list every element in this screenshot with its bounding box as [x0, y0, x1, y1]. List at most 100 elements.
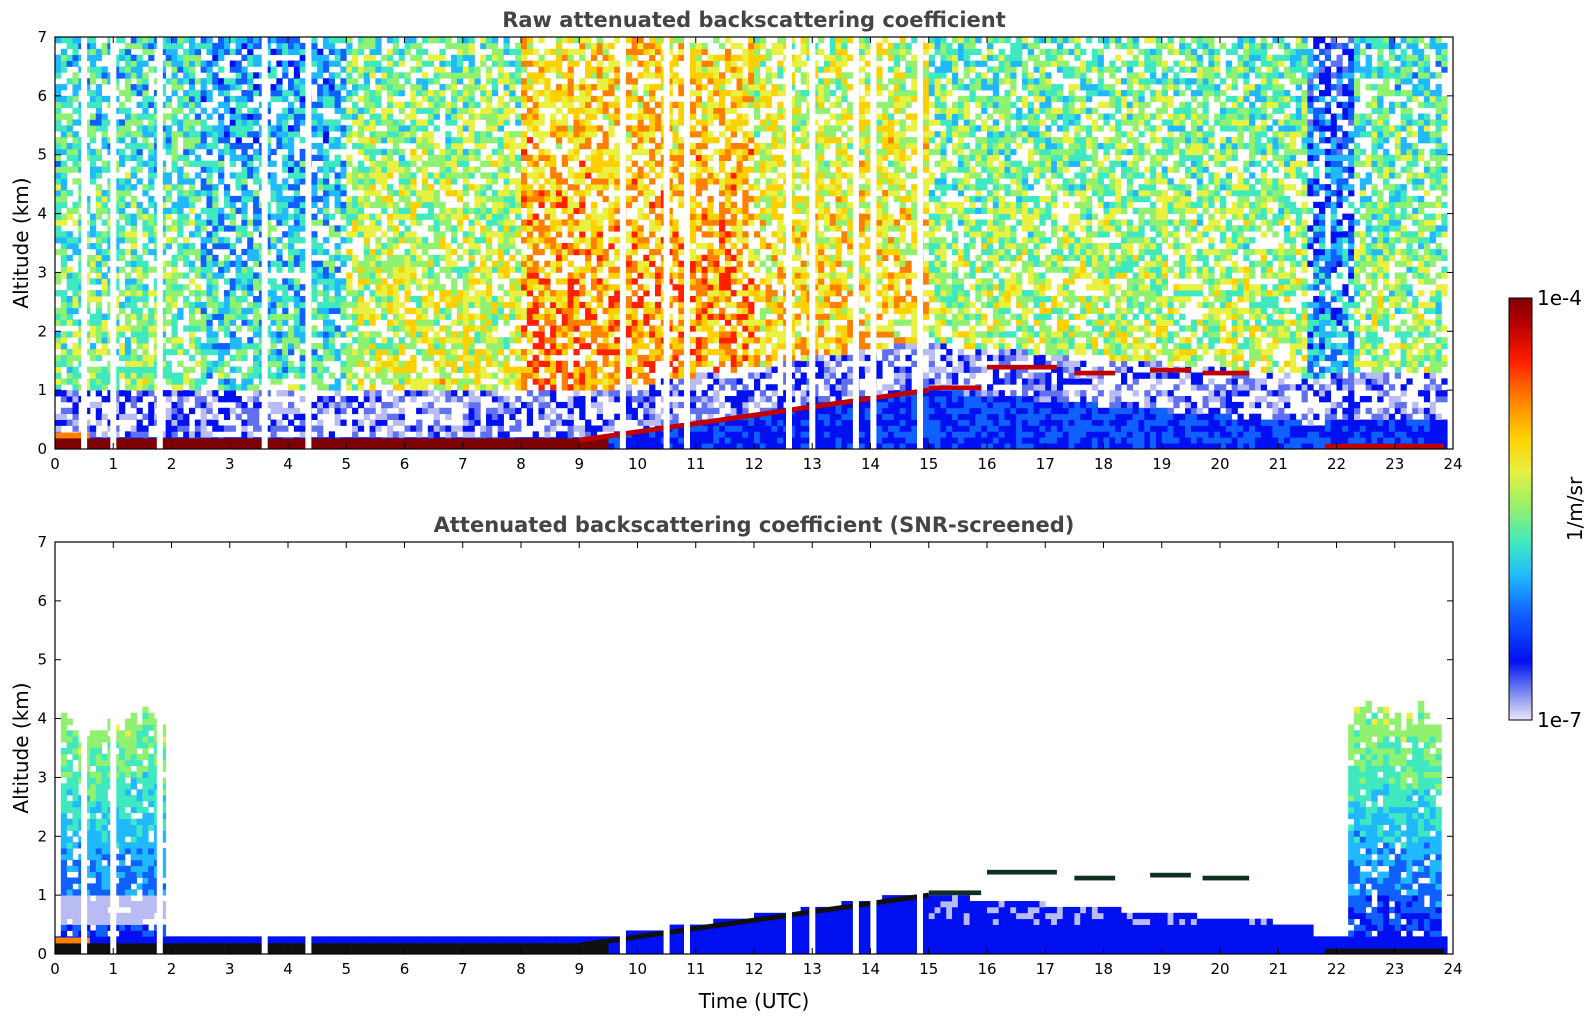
- heat-cell: [72, 301, 79, 309]
- heat-cell: [573, 266, 580, 273]
- heat-cell: [427, 160, 435, 167]
- heat-cell: [288, 295, 295, 303]
- heat-cell: [229, 343, 236, 350]
- heat-cell: [538, 131, 545, 138]
- heat-cell: [608, 437, 615, 444]
- heat-cell: [375, 166, 382, 173]
- heat-cell: [538, 407, 545, 415]
- heat-cell: [293, 160, 301, 167]
- heat-cell: [334, 154, 341, 161]
- heat-cell: [486, 248, 493, 256]
- heat-cell: [392, 372, 400, 379]
- heat-cell: [363, 178, 370, 185]
- heat-cell: [421, 160, 429, 167]
- heat-cell: [55, 272, 62, 279]
- heat-cell: [72, 366, 79, 373]
- heat-cell: [526, 278, 534, 285]
- heat-cell: [433, 419, 440, 426]
- heat-cell: [340, 301, 347, 309]
- heat-cell: [637, 137, 644, 144]
- heat-cell: [526, 60, 534, 67]
- heat-cell: [183, 425, 190, 432]
- heat-cell: [468, 148, 475, 156]
- heat-cell: [532, 301, 539, 309]
- heat-cell: [282, 425, 289, 432]
- heat-cell: [491, 337, 499, 344]
- heat-cell: [363, 231, 370, 238]
- heat-cell: [521, 148, 528, 156]
- heat-cell: [579, 125, 586, 132]
- heat-cell: [136, 37, 143, 44]
- heat-cell: [363, 154, 370, 161]
- heat-cell: [72, 378, 79, 385]
- heat-cell: [229, 378, 236, 385]
- heat-cell: [293, 325, 301, 332]
- heat-cell: [451, 343, 458, 350]
- heat-cell: [404, 284, 411, 291]
- heat-cell: [439, 290, 446, 297]
- heat-cell: [631, 348, 638, 356]
- heat-cell: [124, 95, 132, 103]
- heat-cell: [561, 431, 569, 438]
- heat-cell: [369, 431, 376, 438]
- heat-cell: [89, 254, 97, 262]
- heat-cell: [521, 154, 528, 161]
- heat-cell: [357, 425, 365, 432]
- heat-cell: [486, 54, 493, 61]
- heat-cell: [596, 343, 603, 350]
- heat-cell: [66, 301, 73, 309]
- heat-cell: [113, 54, 120, 61]
- heat-cell: [433, 237, 440, 244]
- heat-cell: [84, 42, 91, 50]
- heat-cell: [398, 148, 405, 156]
- heat-cell: [352, 290, 359, 297]
- heat-cell: [637, 119, 644, 126]
- heat-cell: [410, 425, 417, 432]
- heat-cell: [567, 278, 574, 285]
- heat-cell: [293, 213, 301, 220]
- heat-cell: [579, 178, 586, 185]
- heat-cell: [538, 78, 545, 85]
- heat-cell: [608, 325, 615, 332]
- heat-cell: [445, 390, 452, 397]
- heat-cell: [602, 384, 609, 391]
- heat-cell: [561, 325, 569, 332]
- heat-cell: [579, 131, 586, 138]
- heat-cell: [229, 119, 236, 126]
- heat-cell: [521, 166, 528, 173]
- heat-cell: [136, 78, 143, 85]
- heat-cell: [561, 401, 569, 409]
- heat-cell: [84, 301, 91, 309]
- heat-cell: [491, 295, 499, 303]
- heat-cell: [625, 113, 633, 120]
- heat-cell: [95, 378, 103, 385]
- heat-cell: [177, 101, 184, 109]
- heat-cell: [474, 66, 481, 73]
- heat-cell: [567, 396, 574, 403]
- heat-cell: [72, 154, 79, 161]
- heat-cell: [404, 160, 411, 167]
- heat-cell: [462, 401, 469, 409]
- heat-cell: [608, 331, 615, 338]
- heat-cell: [264, 42, 271, 50]
- heat-cell: [60, 113, 68, 120]
- heat-cell: [497, 407, 504, 415]
- heat-cell: [544, 66, 551, 73]
- heat-cell: [130, 219, 137, 226]
- heat-cell: [614, 284, 621, 291]
- heat-cell: [509, 284, 516, 291]
- heat-cell: [602, 113, 609, 120]
- heat-cell: [60, 195, 68, 203]
- heat-cell: [381, 54, 388, 61]
- heat-cell: [532, 166, 539, 173]
- heat-cell: [509, 148, 516, 156]
- heat-cell: [596, 42, 603, 50]
- heat-cell: [538, 237, 545, 244]
- heat-cell: [247, 278, 254, 285]
- heat-cell: [177, 54, 184, 61]
- heat-cell: [223, 295, 231, 303]
- heat-cell: [95, 260, 103, 267]
- heat-cell: [532, 266, 539, 273]
- heat-cell: [171, 131, 178, 138]
- heat-cell: [456, 125, 464, 132]
